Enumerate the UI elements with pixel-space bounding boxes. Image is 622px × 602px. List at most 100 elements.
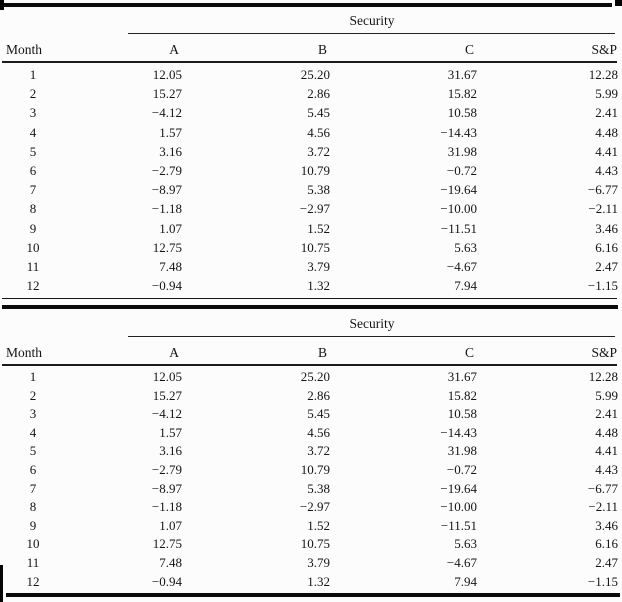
return-value-cell: 12.28 bbox=[588, 369, 618, 384]
month-cell: 5 bbox=[29, 443, 37, 459]
return-value-cell: 1.07 bbox=[159, 517, 182, 533]
table-row: 10 12.75 10.75 5.63 6.16 bbox=[2, 238, 619, 257]
return-value-cell: −11.51 bbox=[440, 220, 477, 236]
return-value-cell: 7.94 bbox=[454, 278, 477, 294]
table-row: 7 −8.97 5.38 −19.64 −6.77 bbox=[2, 480, 618, 499]
month-cell: 9 bbox=[29, 517, 37, 533]
return-value-cell: 12.05 bbox=[152, 67, 182, 82]
return-value-cell: 31.98 bbox=[447, 143, 477, 159]
return-value-cell: 4.56 bbox=[307, 424, 330, 440]
month-cell: 9 bbox=[29, 220, 37, 236]
month-cell: 12 bbox=[26, 278, 40, 294]
return-value-cell: 3.46 bbox=[595, 517, 618, 533]
return-value-cell: 4.48 bbox=[595, 124, 618, 140]
return-value-cell: −2.11 bbox=[588, 201, 618, 217]
return-value-cell: 10.58 bbox=[447, 105, 477, 121]
return-value-cell: 4.43 bbox=[595, 461, 618, 477]
return-value-cell: 4.43 bbox=[595, 163, 618, 179]
column-header-a: A bbox=[169, 42, 179, 57]
table-row: 12 −0.94 1.32 7.94 −1.15 bbox=[2, 573, 619, 592]
column-header-c: C bbox=[464, 42, 474, 57]
return-value-cell: 1.57 bbox=[159, 124, 182, 140]
return-value-cell: 3.72 bbox=[307, 443, 330, 459]
column-header-a: A bbox=[169, 345, 179, 360]
table-row: 5 3.16 3.72 31.98 4.41 bbox=[2, 142, 618, 161]
return-value-cell: 10.58 bbox=[447, 406, 477, 422]
return-value-cell: −2.79 bbox=[151, 461, 182, 477]
return-value-cell: 3.79 bbox=[307, 259, 330, 275]
returns-table-2: Security Month A B C S&P 1 12.05 25.20 31.6… bbox=[0, 303, 622, 602]
return-value-cell: −6.77 bbox=[587, 480, 618, 496]
return-value-cell: 31.67 bbox=[447, 67, 477, 82]
return-value-cell: 12.75 bbox=[152, 536, 182, 552]
header-underline bbox=[2, 364, 617, 366]
return-value-cell: 25.20 bbox=[300, 369, 330, 384]
return-value-cell: 5.63 bbox=[454, 536, 477, 552]
return-value-cell: −19.64 bbox=[440, 182, 477, 198]
table-row: 2 15.27 2.86 15.82 5.99 bbox=[2, 387, 618, 406]
table-row: 10 12.75 10.75 5.63 6.16 bbox=[2, 535, 619, 554]
return-value-cell: 4.41 bbox=[595, 143, 618, 159]
return-value-cell: −1.18 bbox=[151, 499, 182, 515]
return-value-cell: −8.97 bbox=[151, 182, 182, 198]
return-value-cell: 10.75 bbox=[300, 239, 330, 255]
return-value-cell: −1.18 bbox=[151, 201, 182, 217]
return-value-cell: −1.15 bbox=[587, 278, 618, 294]
return-value-cell: 2.47 bbox=[595, 554, 618, 570]
table-row: 5 3.16 3.72 31.98 4.41 bbox=[2, 442, 618, 461]
month-cell: 5 bbox=[29, 143, 37, 159]
table-row: 7 −8.97 5.38 −19.64 −6.77 bbox=[2, 180, 618, 199]
return-value-cell: 31.98 bbox=[447, 443, 477, 459]
return-value-cell: −10.00 bbox=[440, 201, 477, 217]
table-top-rule bbox=[4, 3, 612, 7]
table-row: 9 1.07 1.52 −11.51 3.46 bbox=[2, 517, 618, 536]
column-header-c: C bbox=[464, 345, 474, 360]
return-value-cell: 31.67 bbox=[447, 369, 477, 384]
return-value-cell: −4.67 bbox=[446, 259, 477, 275]
column-header-row: Month A B C S&P bbox=[2, 40, 618, 59]
return-value-cell: 15.82 bbox=[447, 86, 477, 102]
return-value-cell: 3.79 bbox=[307, 554, 330, 570]
month-cell: 8 bbox=[29, 499, 37, 515]
table-row: 11 7.48 3.79 −4.67 2.47 bbox=[2, 554, 618, 573]
return-value-cell: 7.48 bbox=[159, 554, 182, 570]
month-cell: 6 bbox=[29, 163, 37, 179]
return-value-cell: 12.75 bbox=[152, 239, 182, 255]
month-cell: 3 bbox=[29, 406, 37, 422]
table-row: 8 −1.18 −2.97 −10.00 −2.11 bbox=[2, 498, 618, 517]
security-underline bbox=[128, 336, 615, 338]
return-value-cell: 1.07 bbox=[159, 220, 182, 236]
returns-table-1: Security Month A B C S&P 1 12.05 25.20 31.6… bbox=[0, 0, 622, 300]
table-row: 11 7.48 3.79 −4.67 2.47 bbox=[2, 257, 618, 276]
return-value-cell: 1.32 bbox=[307, 573, 330, 589]
table-bottom-rule bbox=[6, 592, 620, 597]
return-value-cell: −8.97 bbox=[151, 480, 182, 496]
table-row: 4 1.57 4.56 −14.43 4.48 bbox=[2, 123, 618, 142]
return-value-cell: 15.27 bbox=[152, 387, 182, 403]
returns-data-table: 1 12.05 25.20 31.67 12.28 2 15.27 2.86 15.82 5.99… bbox=[2, 65, 619, 295]
return-value-cell: −19.64 bbox=[440, 480, 477, 496]
return-value-cell: −4.12 bbox=[151, 105, 182, 121]
table-row: 9 1.07 1.52 −11.51 3.46 bbox=[2, 219, 618, 238]
return-value-cell: 6.16 bbox=[595, 536, 618, 552]
return-value-cell: 2.47 bbox=[595, 259, 618, 275]
return-value-cell: 2.41 bbox=[595, 105, 618, 121]
month-cell: 4 bbox=[29, 424, 37, 440]
return-value-cell: −11.51 bbox=[440, 517, 477, 533]
return-value-cell: 5.99 bbox=[595, 387, 618, 403]
return-value-cell: 12.28 bbox=[588, 67, 618, 82]
table-row: 4 1.57 4.56 −14.43 4.48 bbox=[2, 424, 618, 443]
column-header-b: B bbox=[317, 42, 327, 57]
return-value-cell: −4.67 bbox=[446, 554, 477, 570]
table-row: 1 12.05 25.20 31.67 12.28 bbox=[2, 368, 618, 387]
return-value-cell: 5.63 bbox=[454, 239, 477, 255]
return-value-cell: 12.05 bbox=[152, 369, 182, 384]
table-row: 3 −4.12 5.45 10.58 2.41 bbox=[2, 405, 618, 424]
return-value-cell: 15.27 bbox=[152, 86, 182, 102]
table-bottom-rule bbox=[2, 297, 617, 300]
return-value-cell: −0.94 bbox=[151, 573, 182, 589]
return-value-cell: 3.16 bbox=[159, 443, 182, 459]
return-value-cell: 2.86 bbox=[307, 387, 330, 403]
month-cell: 1 bbox=[29, 67, 37, 82]
table-row: 8 −1.18 −2.97 −10.00 −2.11 bbox=[2, 199, 618, 218]
